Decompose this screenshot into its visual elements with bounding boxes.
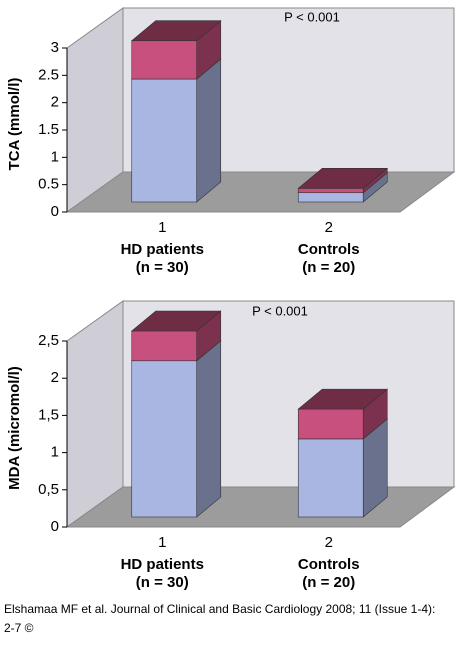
y-tick-label: 0 xyxy=(51,518,59,535)
y-tick-label: 0.5 xyxy=(38,176,59,193)
annotation: P < 0.001 xyxy=(284,9,340,24)
x-tick-label: 2 xyxy=(325,534,333,551)
bar-segment xyxy=(297,192,364,203)
y-tick-label: 2 xyxy=(51,369,59,386)
bar-segment xyxy=(131,330,198,362)
bar-segment xyxy=(297,408,364,440)
bar-segment xyxy=(131,360,198,518)
x-tick-label: 2 xyxy=(325,219,333,236)
group-label: HD patients xyxy=(121,241,204,258)
y-tick-label: 0 xyxy=(51,203,59,220)
x-tick-label: 1 xyxy=(158,219,166,236)
footer: 2-7 © xyxy=(4,621,34,635)
group-label: (n = 30) xyxy=(136,259,189,276)
y-axis-title: MDA (micromol/l) xyxy=(6,366,23,490)
y-tick-label: 1.5 xyxy=(38,121,59,138)
group-label: (n = 30) xyxy=(136,574,189,591)
floor xyxy=(65,171,456,213)
annotation: P < 0.001 xyxy=(252,303,308,318)
group-label: HD patients xyxy=(121,556,204,573)
bar-side xyxy=(196,340,222,518)
y-tick-label: 2.5 xyxy=(38,66,59,83)
group-label: Controls xyxy=(298,556,360,573)
floor xyxy=(65,486,456,528)
bar-side xyxy=(196,58,222,203)
y-tick-label: 1 xyxy=(51,148,59,165)
bar-top xyxy=(297,168,389,189)
y-tick-label: 0,5 xyxy=(38,481,59,498)
y-tick-label: 1,5 xyxy=(38,406,59,423)
bar-segment xyxy=(297,438,364,518)
footer: Elshamaa MF et al. Journal of Clinical a… xyxy=(4,602,435,616)
bar-top xyxy=(130,20,222,42)
bar-segment xyxy=(131,40,198,80)
group-label: Controls xyxy=(298,241,360,258)
bar-top xyxy=(297,388,389,410)
bar-segment xyxy=(297,188,364,194)
y-tick-label: 1 xyxy=(51,444,59,461)
y-tick-label: 2 xyxy=(51,94,59,111)
x-tick-label: 1 xyxy=(158,534,166,551)
group-label: (n = 20) xyxy=(302,259,355,276)
y-tick-label: 2,5 xyxy=(38,332,59,349)
y-tick-label: 3 xyxy=(51,39,59,56)
bar-segment xyxy=(131,78,198,203)
y-axis-title: TCA (mmol/l) xyxy=(6,78,23,171)
group-label: (n = 20) xyxy=(302,574,355,591)
bar-top xyxy=(130,310,222,332)
